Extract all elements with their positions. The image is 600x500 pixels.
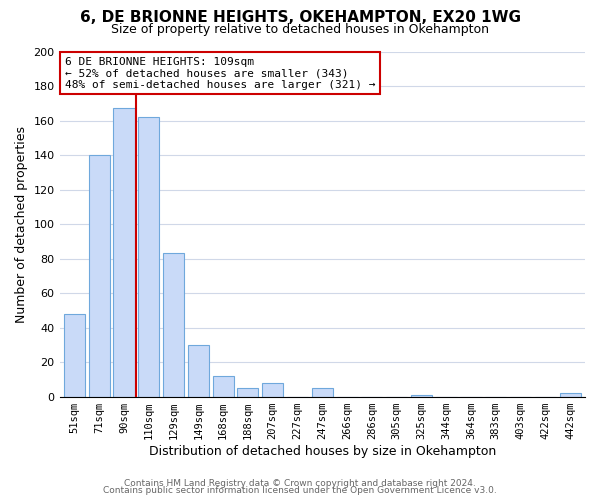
- Bar: [138, 117, 160, 396]
- Bar: [89, 155, 110, 396]
- Bar: [262, 383, 283, 396]
- Bar: [238, 388, 259, 396]
- Text: 6 DE BRIONNE HEIGHTS: 109sqm
← 52% of detached houses are smaller (343)
48% of s: 6 DE BRIONNE HEIGHTS: 109sqm ← 52% of de…: [65, 56, 375, 90]
- Bar: [113, 108, 134, 397]
- Text: Contains HM Land Registry data © Crown copyright and database right 2024.: Contains HM Land Registry data © Crown c…: [124, 478, 476, 488]
- Text: Contains public sector information licensed under the Open Government Licence v3: Contains public sector information licen…: [103, 486, 497, 495]
- Text: 6, DE BRIONNE HEIGHTS, OKEHAMPTON, EX20 1WG: 6, DE BRIONNE HEIGHTS, OKEHAMPTON, EX20 …: [79, 10, 521, 25]
- Text: Size of property relative to detached houses in Okehampton: Size of property relative to detached ho…: [111, 22, 489, 36]
- Bar: [163, 254, 184, 396]
- Bar: [64, 314, 85, 396]
- Bar: [188, 345, 209, 397]
- Bar: [212, 376, 233, 396]
- Bar: [560, 393, 581, 396]
- Y-axis label: Number of detached properties: Number of detached properties: [15, 126, 28, 322]
- Bar: [411, 395, 432, 396]
- Bar: [312, 388, 333, 396]
- X-axis label: Distribution of detached houses by size in Okehampton: Distribution of detached houses by size …: [149, 444, 496, 458]
